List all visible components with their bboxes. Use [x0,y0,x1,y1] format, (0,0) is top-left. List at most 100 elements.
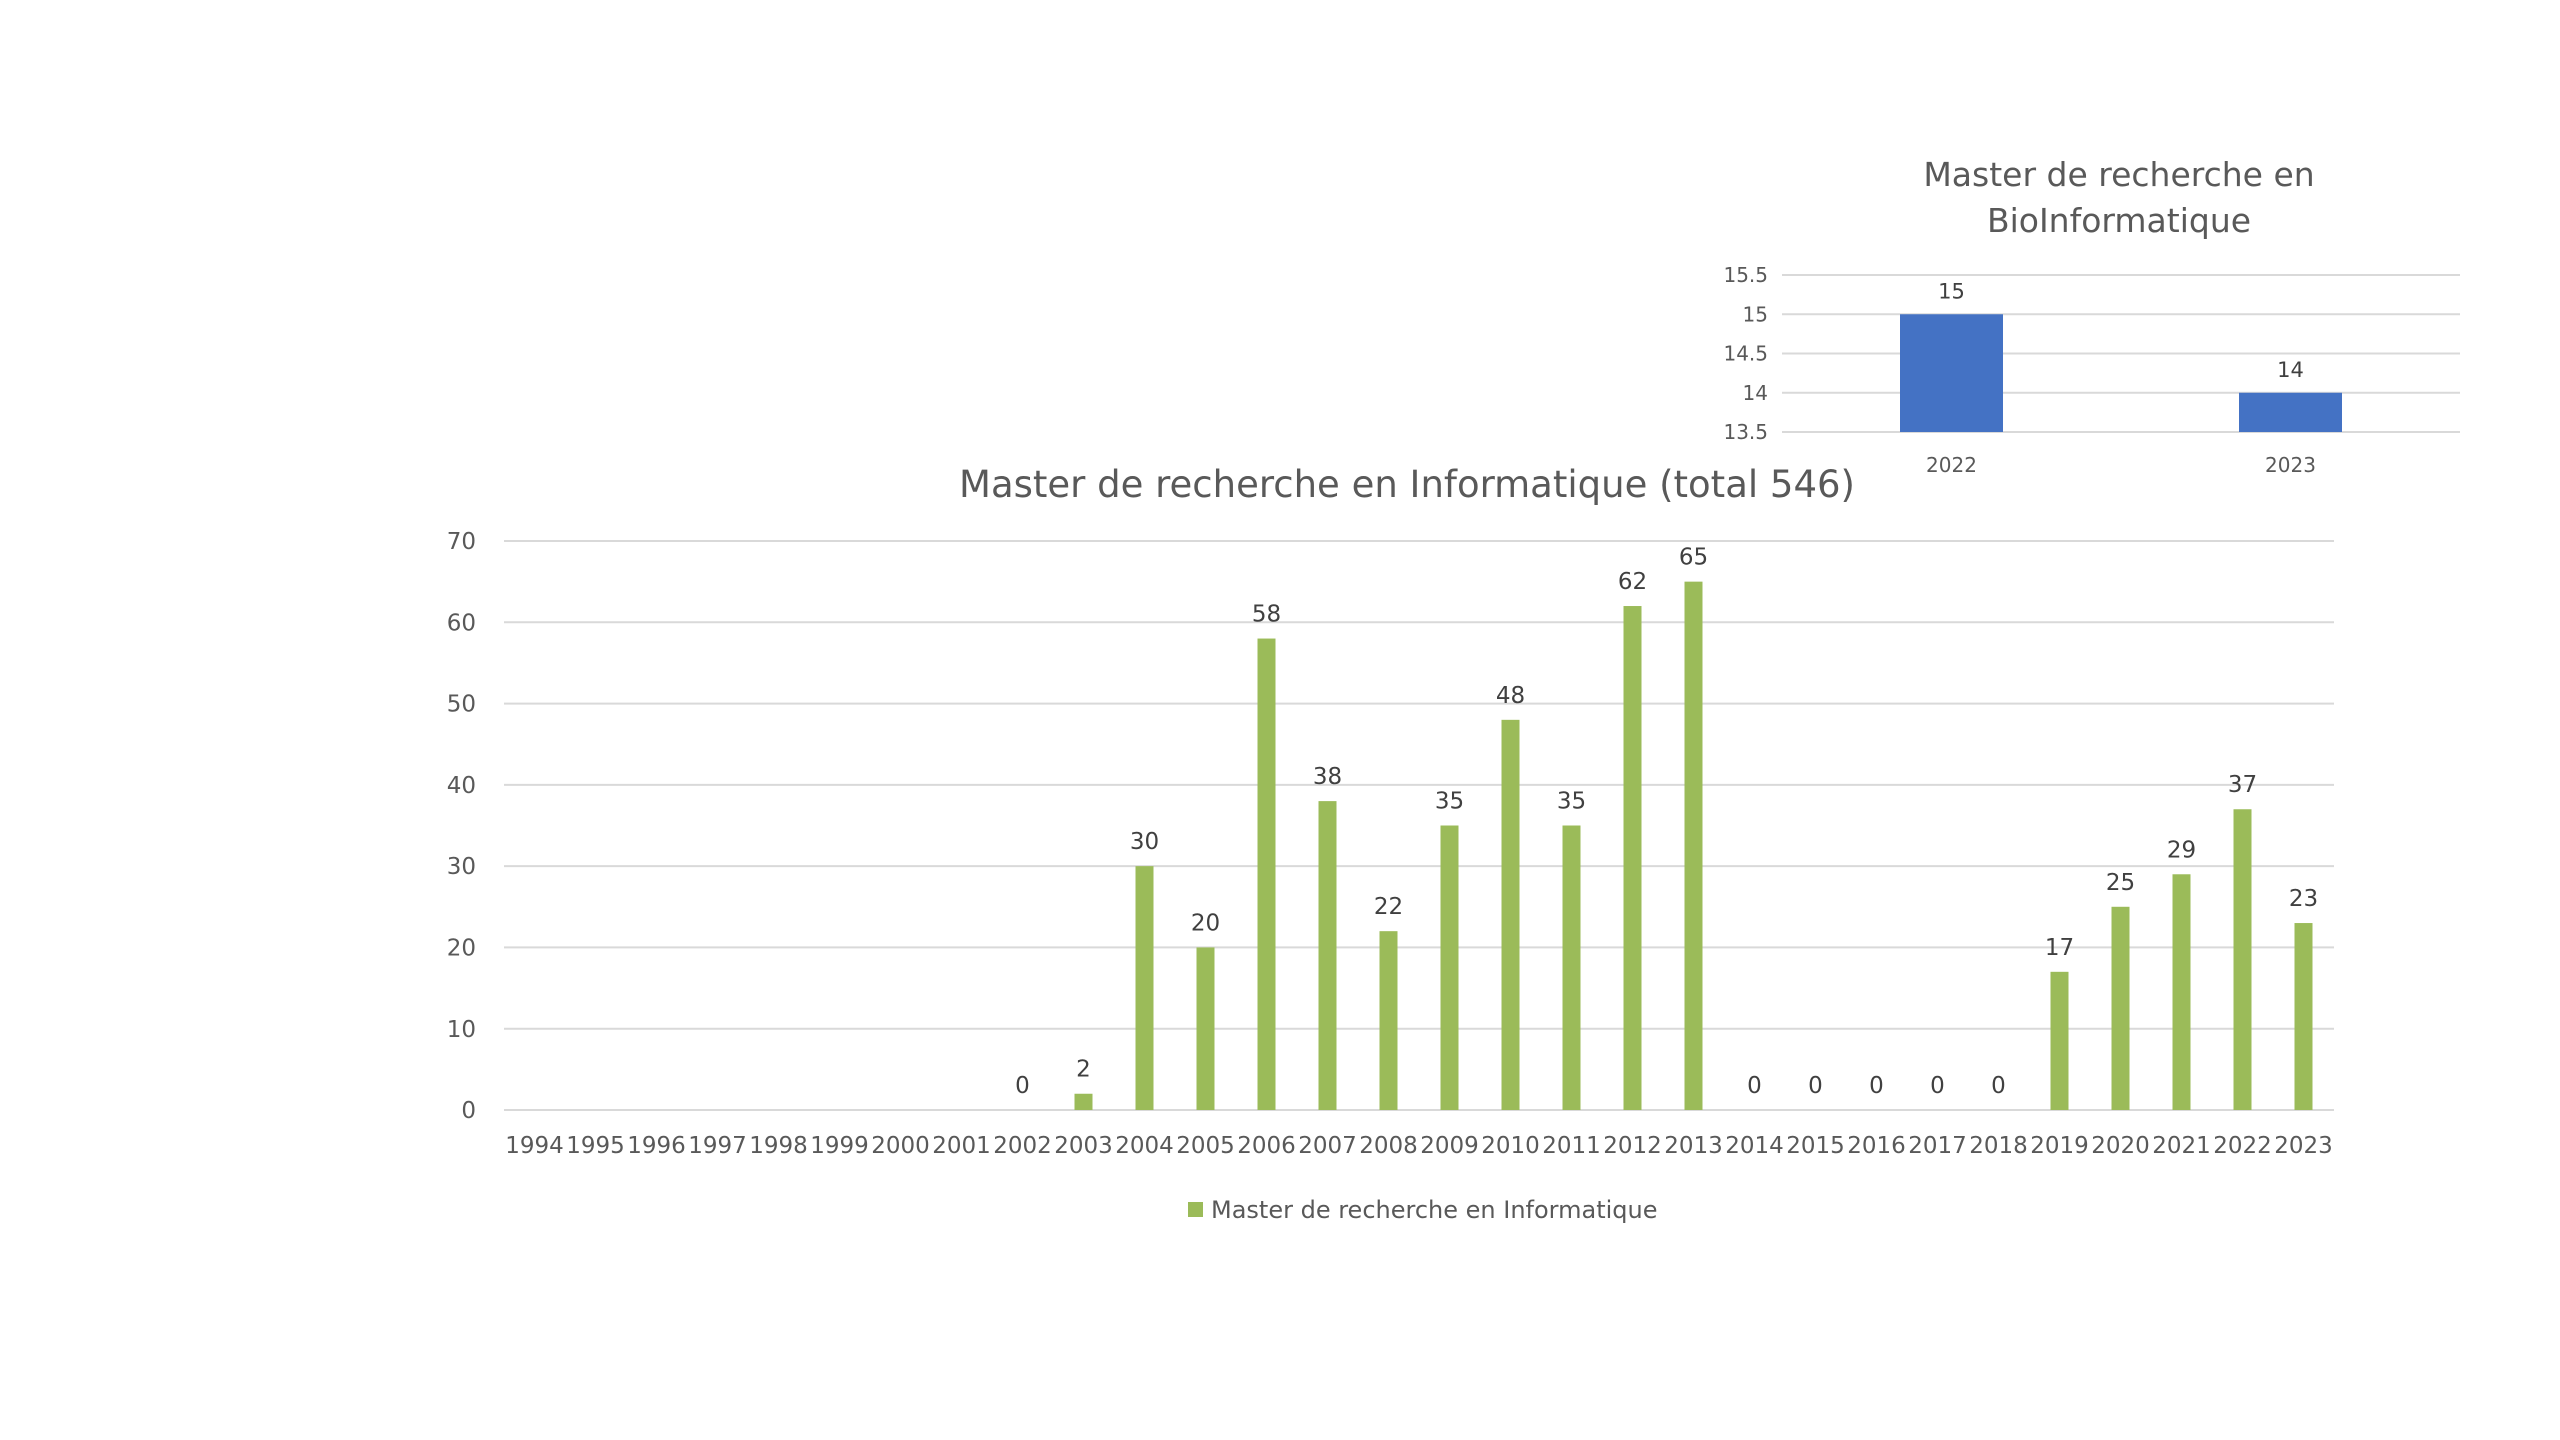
main-x-tick-label: 2014 [1725,1133,1784,1159]
main-data-label: 2 [1076,1057,1091,1083]
main-y-tick-label: 30 [447,854,476,880]
main-x-tick-label: 2005 [1176,1133,1235,1159]
bio-chart-title-line2: BioInformatique [1987,201,2251,240]
bio-chart-title-line1: Master de recherche en [1923,155,2314,194]
main-y-tick-label: 20 [447,935,476,961]
bio-y-axis: 13.5 14 14.5 15 15.5 [1723,263,1768,444]
main-bar [2294,923,2313,1110]
main-x-tick-label: 2001 [932,1133,991,1159]
main-bar [1379,931,1398,1110]
main-bar [1440,825,1459,1110]
main-bar [2172,874,2191,1110]
main-bar [1623,606,1642,1110]
main-x-tick-label: 2008 [1359,1133,1418,1159]
bio-y-tick-label: 14 [1743,381,1768,405]
main-x-tick-label: 2012 [1603,1133,1662,1159]
main-x-tick-label: 2013 [1664,1133,1723,1159]
main-x-tick-label: 1999 [810,1133,869,1159]
main-x-tick-label: 2020 [2091,1133,2150,1159]
main-data-label: 0 [1747,1073,1762,1099]
main-bar [1196,947,1215,1110]
main-x-tick-label: 2000 [871,1133,930,1159]
bio-bar [1900,314,2003,432]
main-y-tick-label: 10 [447,1017,476,1043]
main-y-tick-label: 60 [447,610,476,636]
main-x-tick-label: 1996 [627,1133,686,1159]
main-x-tick-label: 2022 [2213,1133,2272,1159]
main-bar [1074,1093,1093,1110]
main-data-label: 37 [2228,772,2257,798]
main-x-tick-label: 2006 [1237,1133,1296,1159]
main-x-tick-label: 2018 [1969,1133,2028,1159]
bio-y-tick-label: 13.5 [1723,420,1768,444]
main-x-tick-label: 1997 [688,1133,747,1159]
main-bar [1135,866,1154,1110]
main-data-label: 35 [1435,789,1464,815]
main-x-tick-label: 2019 [2030,1133,2089,1159]
main-x-tick-label: 2004 [1115,1133,1174,1159]
bio-data-label: 15 [1938,279,1965,303]
main-data-label: 22 [1374,894,1403,920]
main-legend: Master de recherche en Informatique [1188,1196,1657,1224]
main-data-label: 30 [1130,829,1159,855]
bio-y-tick-label: 14.5 [1723,342,1768,366]
main-data-label: 58 [1252,602,1281,628]
bio-data-label: 14 [2277,358,2304,382]
main-x-axis: 1994 1995 1996 1997 1998 1999 2000 2001 2002 2003… [505,1133,2333,1159]
main-bar [2233,809,2252,1110]
main-bar [1684,581,1703,1110]
bio-x-tick-label: 2023 [2265,453,2316,477]
main-x-tick-label: 2002 [993,1133,1052,1159]
main-data-label: 35 [1557,789,1586,815]
main-data-label: 62 [1618,569,1647,595]
main-x-tick-label: 2010 [1481,1133,1540,1159]
main-data-label: 65 [1679,545,1708,571]
main-data-label: 20 [1191,910,1220,936]
legend-label: Master de recherche en Informatique [1211,1196,1657,1224]
main-y-tick-label: 70 [447,529,476,555]
main-data-label: 23 [2289,886,2318,912]
main-x-tick-label: 2011 [1542,1133,1601,1159]
main-x-tick-label: 2017 [1908,1133,1967,1159]
main-bar [2111,906,2130,1110]
main-data-label: 38 [1313,764,1342,790]
main-x-tick-label: 2015 [1786,1133,1845,1159]
main-data-label: 0 [1808,1073,1823,1099]
main-chart-title: Master de recherche en Informatique (tot… [959,463,1855,506]
main-data-label: 0 [1015,1073,1030,1099]
main-x-tick-label: 2021 [2152,1133,2211,1159]
main-x-tick-label: 2023 [2274,1133,2333,1159]
main-data-label: 48 [1496,683,1525,709]
bio-y-tick-label: 15.5 [1723,263,1768,287]
main-bar [1562,825,1581,1110]
main-data-label: 0 [1869,1073,1884,1099]
bio-bar [2239,392,2342,432]
bio-x-axis: 2022 2023 [1926,453,2316,477]
main-x-tick-label: 2007 [1298,1133,1357,1159]
main-x-tick-label: 2003 [1054,1133,1113,1159]
main-bar [1257,638,1276,1110]
main-y-axis: 0 10 20 30 40 50 60 70 [447,529,476,1124]
main-x-tick-label: 1994 [505,1133,564,1159]
main-bar [1318,801,1337,1110]
main-y-tick-label: 50 [447,692,476,718]
main-data-label: 0 [1930,1073,1945,1099]
bio-gridlines [1782,274,2460,433]
main-x-tick-label: 2016 [1847,1133,1906,1159]
main-y-tick-label: 0 [461,1098,476,1124]
main-data-label: 17 [2045,935,2074,961]
main-y-tick-label: 40 [447,773,476,799]
main-bars: 0 2 30 20 58 38 22 35 48 35 62 65 0 0 0 0 0 17 25 29 37 23 [1015,545,2318,1110]
main-data-label: 0 [1991,1073,2006,1099]
bio-y-tick-label: 15 [1743,302,1768,326]
bio-x-tick-label: 2022 [1926,453,1977,477]
main-bar [1501,719,1520,1110]
legend-swatch [1188,1202,1203,1217]
main-x-tick-label: 1995 [566,1133,625,1159]
main-bar [2050,971,2069,1110]
main-data-label: 25 [2106,870,2135,896]
main-gridlines [504,540,2334,1111]
bioinformatique-chart: Master de recherche en BioInformatique 1… [1723,155,2460,477]
